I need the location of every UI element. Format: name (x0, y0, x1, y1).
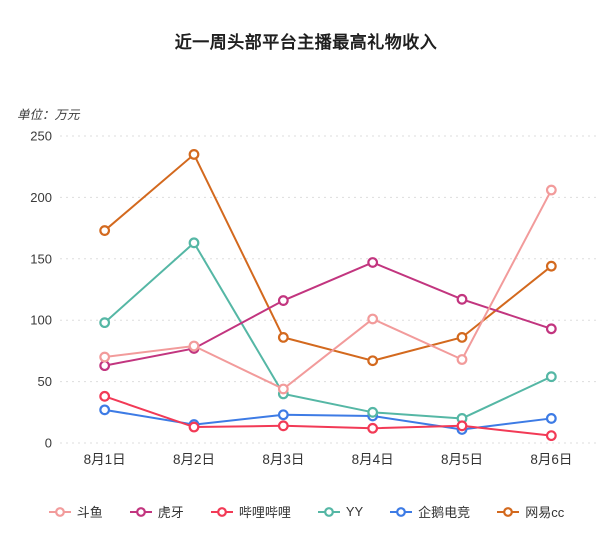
series-line-huya (104, 261, 552, 367)
legend-item-netease-cc[interactable]: 网易cc (496, 502, 564, 521)
data-point-qie-esports (99, 404, 111, 416)
data-point-bilibili (545, 430, 557, 442)
data-point-huya (277, 295, 289, 306)
data-point-yy (188, 237, 200, 249)
data-point-douyu (545, 184, 557, 196)
line-chart-plot: 0 50 100 150 200 250 8月1日 8月2日 8月3日 8月4日 8月5日 8月6日 (30, 129, 596, 467)
legend-marker-bilibili (210, 506, 233, 517)
data-point-bilibili (367, 422, 379, 434)
y-tick-label: 150 (30, 251, 52, 266)
legend-marker-douyu (48, 506, 71, 517)
series-line-bilibili (104, 395, 552, 437)
data-point-bilibili (277, 420, 289, 432)
legend-label-bilibili: 哔哩哔哩 (238, 505, 291, 520)
data-point-huya (367, 257, 379, 268)
x-tick-label: 8月3日 (262, 452, 304, 467)
data-point-bilibili (456, 420, 468, 432)
y-axis-unit-label: 单位：万元 (17, 108, 80, 122)
data-point-netease-cc (456, 331, 468, 343)
legend-item-bilibili[interactable]: 哔哩哔哩 (210, 502, 291, 521)
x-tick-label: 8月6日 (530, 452, 572, 467)
data-point-douyu (277, 383, 289, 395)
data-point-qie-esports (545, 413, 557, 424)
data-point-huya (99, 360, 111, 372)
y-tick-label: 100 (30, 313, 52, 328)
data-point-bilibili (188, 421, 200, 433)
y-tick-label: 250 (30, 129, 52, 144)
y-tick-label: 200 (30, 190, 52, 205)
legend-marker-yy (317, 506, 340, 517)
chart-title: 近一周头部平台主播最高礼物收入 (174, 33, 438, 52)
legend-item-huya[interactable]: 虎牙 (129, 502, 184, 521)
legend-label-yy: YY (345, 504, 364, 519)
legend-label-huya: 虎牙 (157, 505, 184, 520)
data-point-douyu (99, 351, 111, 363)
data-point-douyu (456, 354, 468, 365)
data-point-yy (99, 317, 111, 329)
data-point-bilibili (99, 390, 111, 402)
data-point-netease-cc (188, 149, 200, 160)
data-point-douyu (188, 340, 200, 352)
series-line-netease-cc (104, 152, 552, 362)
legend: 斗鱼 虎牙 哔哩哔哩 YY 企鹅电竞 网易cc (0, 502, 612, 521)
series-line-douyu (104, 189, 553, 391)
x-tick-label: 8月2日 (173, 452, 215, 467)
x-tick-label: 8月4日 (352, 452, 394, 467)
data-point-huya (456, 293, 468, 305)
data-point-netease-cc (545, 260, 557, 272)
legend-label-qie-esports: 企鹅电竞 (418, 505, 471, 520)
x-tick-label: 8月1日 (84, 452, 126, 467)
data-point-yy (545, 371, 557, 383)
y-tick-label: 50 (38, 374, 52, 389)
legend-marker-huya (129, 506, 152, 517)
data-point-huya (545, 323, 557, 335)
legend-label-douyu: 斗鱼 (76, 505, 103, 520)
legend-marker-qie-esports (390, 506, 413, 517)
data-point-netease-cc (99, 225, 111, 236)
series-line-yy (104, 241, 552, 420)
data-point-qie-esports (277, 409, 289, 421)
x-tick-label: 8月5日 (441, 452, 483, 467)
legend-label-netease-cc: 网易cc (525, 505, 565, 520)
legend-marker-netease-cc (497, 506, 520, 517)
legend-item-qie-esports[interactable]: 企鹅电竞 (389, 502, 470, 521)
legend-item-yy[interactable]: YY (317, 504, 363, 519)
data-point-netease-cc (277, 331, 289, 343)
y-tick-label: 0 (45, 436, 52, 451)
data-point-yy (367, 406, 379, 418)
legend-item-douyu[interactable]: 斗鱼 (48, 502, 103, 521)
data-point-netease-cc (367, 355, 379, 367)
data-point-douyu (367, 313, 379, 325)
